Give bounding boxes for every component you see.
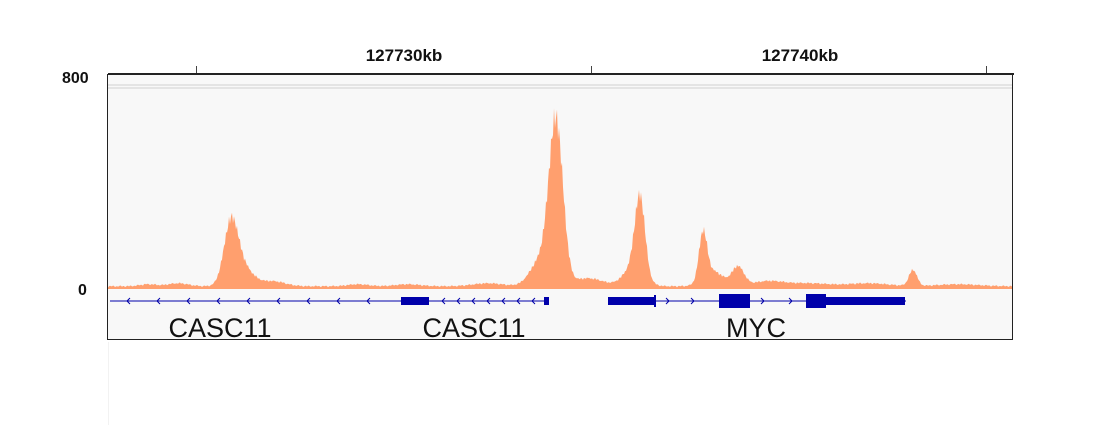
- strand-arrow: [246, 297, 251, 305]
- strand-arrow: [156, 297, 161, 305]
- strand-arrow: [306, 297, 311, 305]
- strand-arrow: [531, 297, 536, 305]
- strand-arrow: [276, 297, 281, 305]
- strand-arrow: [486, 297, 491, 305]
- gene-label-casc11: CASC11: [422, 313, 525, 339]
- coverage-scale-min: 0: [78, 282, 87, 299]
- genomic-ruler[interactable]: 127730kb 127740kb: [108, 40, 1014, 76]
- strand-arrow: [186, 297, 191, 305]
- gene-label-myc: MYC: [726, 313, 786, 339]
- exon: [608, 297, 655, 305]
- strand-arrow: [216, 297, 221, 305]
- coverage-scale-max: 800: [62, 70, 89, 87]
- strand-arrow: [366, 297, 371, 305]
- gene-label-casc11: CASC11: [168, 313, 271, 339]
- exon: [719, 294, 750, 308]
- strand-arrow: [471, 297, 476, 305]
- exon: [806, 294, 826, 308]
- panel-guide-line: [108, 342, 109, 425]
- tss-marker: [654, 295, 656, 307]
- strand-arrow: [788, 297, 793, 305]
- ruler-label-127740kb: 127740kb: [761, 46, 839, 65]
- ruler-tick: [196, 66, 197, 74]
- coverage-area[interactable]: [108, 108, 1012, 289]
- ruler-tick: [986, 66, 987, 74]
- exon: [401, 297, 429, 305]
- tracks-svg: CASC11 CASC11 MYC: [108, 84, 1012, 343]
- strand-arrow: [126, 297, 131, 305]
- strand-arrow: [441, 297, 446, 305]
- strand-arrow: [336, 297, 341, 305]
- track-panel[interactable]: CASC11 CASC11 MYC: [107, 74, 1013, 343]
- strand-arrow: [501, 297, 506, 305]
- ruler-tick: [591, 66, 592, 74]
- exon: [544, 297, 549, 305]
- ruler-label-127730kb: 127730kb: [365, 46, 443, 65]
- strand-arrow: [516, 297, 521, 305]
- gene-track[interactable]: CASC11 CASC11 MYC: [110, 294, 906, 343]
- strand-arrow: [456, 297, 461, 305]
- strand-arrow: [690, 297, 695, 305]
- strand-arrow: [665, 297, 670, 305]
- exon: [826, 297, 905, 305]
- strand-arrow: [760, 297, 765, 305]
